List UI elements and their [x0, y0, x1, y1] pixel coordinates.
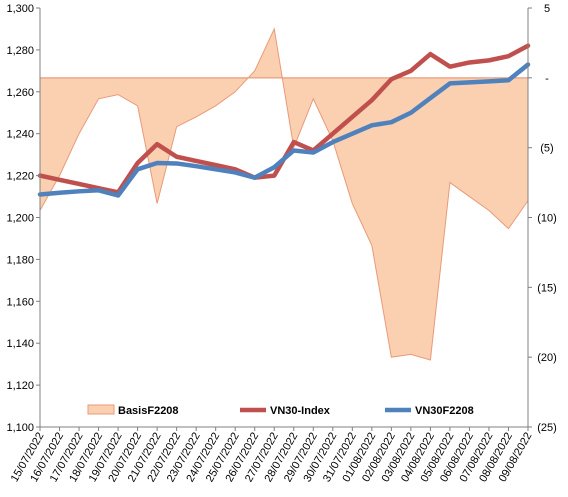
- y-right-tick-label: (5): [540, 143, 553, 155]
- y-left-tick-label: 1,220: [6, 171, 34, 183]
- legend-label-vn30-index: VN30-Index: [270, 405, 331, 417]
- y-right-tick-label: (20): [537, 352, 557, 364]
- y-left-tick-label: 1,260: [6, 87, 34, 99]
- legend-label-vn30f2208: VN30F2208: [415, 405, 474, 417]
- y-left-tick-label: 1,100: [6, 422, 34, 434]
- y-left-tick-label: 1,180: [6, 254, 34, 266]
- series-line-vn30f2208: [37, 62, 531, 198]
- legend-swatch-basis: [87, 404, 115, 415]
- y-left-tick-label: 1,280: [6, 45, 34, 57]
- y-left-tick-label: 1,120: [6, 380, 34, 392]
- series-area-basis: [39, 27, 529, 361]
- plot-area: [40, 8, 528, 427]
- legend-label-basisf2208: BasisF2208: [118, 405, 179, 417]
- y-right-tick-label: (25): [537, 422, 557, 434]
- y-right-tick-label: 5: [544, 3, 550, 15]
- y-left-tick-label: 1,240: [6, 129, 34, 141]
- y-left-tick-label: 1,140: [6, 338, 34, 350]
- y-left-tick-label: 1,160: [6, 296, 34, 308]
- y-left-tick-label: 1,200: [6, 213, 34, 225]
- y-left-tick-label: 1,300: [6, 3, 34, 15]
- y-right-tick-label: -: [545, 73, 549, 85]
- y-right-tick-label: (15): [537, 282, 557, 294]
- y-right-tick-label: (10): [537, 213, 557, 225]
